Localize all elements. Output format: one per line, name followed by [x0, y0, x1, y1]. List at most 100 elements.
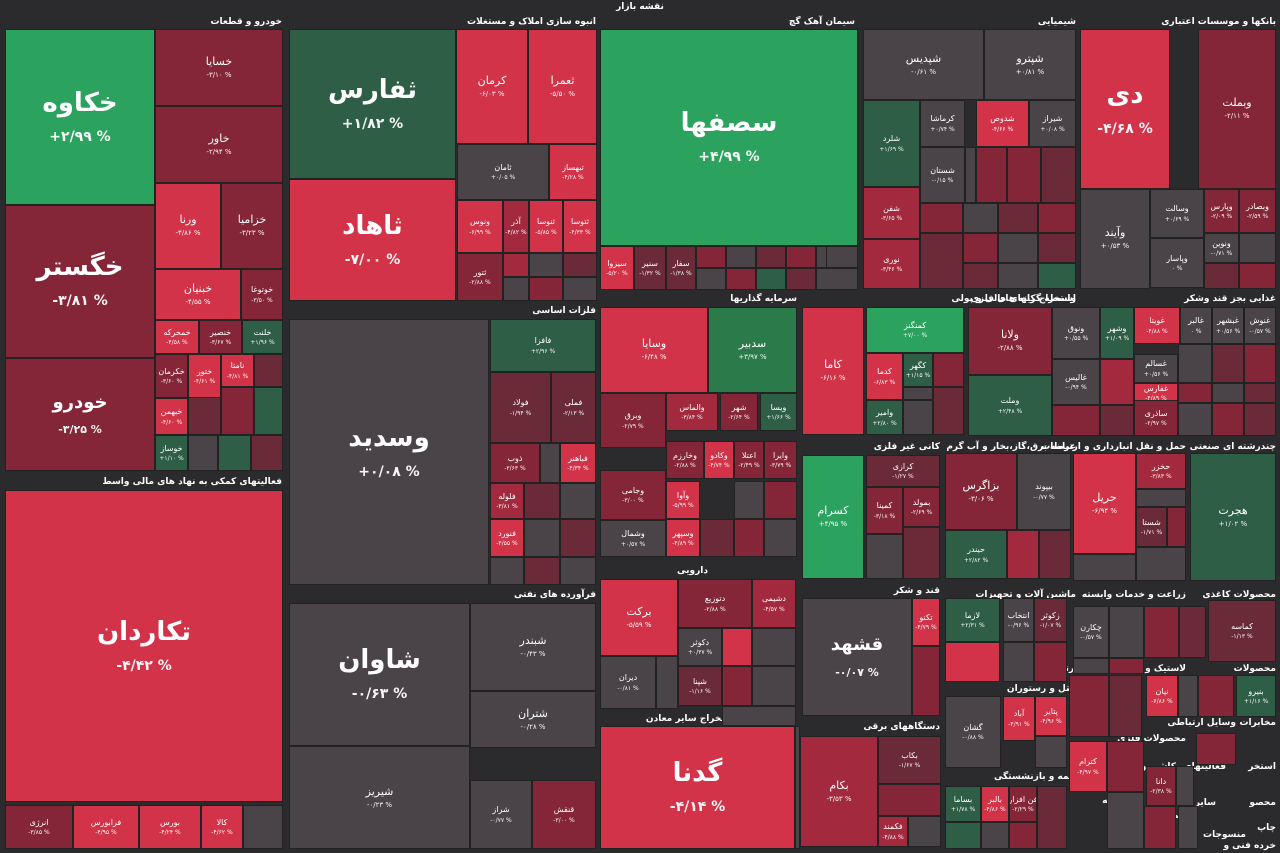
market-tile-blank[interactable]: [963, 203, 998, 233]
market-tile-blank[interactable]: [1196, 733, 1236, 765]
market-tile[interactable]: سیزوا -۵/۲۰ %: [600, 246, 634, 290]
market-tile[interactable]: وبرق -۲/۷۹ %: [600, 393, 666, 448]
market-tile-blank[interactable]: [1100, 405, 1134, 436]
market-tile-blank[interactable]: [734, 519, 764, 557]
market-tile[interactable]: خنصیر -۳/۶۷ %: [199, 320, 242, 354]
market-tile[interactable]: تبهساز -۴/۲۸ %: [549, 144, 597, 200]
market-tile[interactable]: ثنوسا -۵/۸۵ %: [529, 200, 563, 253]
market-tile-blank[interactable]: [700, 519, 734, 557]
market-tile[interactable]: بالبر -۴/۸۶ %: [981, 786, 1009, 822]
market-tile[interactable]: ولانا -۲/۸۸ %: [968, 307, 1052, 375]
market-tile[interactable]: کمنگنز +۷/۰۰ %: [866, 307, 964, 353]
market-tile[interactable]: ساذری -۲/۹۷ %: [1134, 400, 1178, 436]
market-tile-blank[interactable]: [218, 435, 251, 471]
market-tile[interactable]: کماسه -۱/۱۳ %: [1208, 600, 1276, 662]
market-tile-blank[interactable]: [1039, 530, 1071, 579]
market-tile[interactable]: برکت -۵/۵۹ %: [600, 579, 678, 656]
market-tile-blank[interactable]: [945, 642, 1000, 682]
market-tile-blank[interactable]: [243, 805, 283, 849]
market-tile[interactable]: وامیر +۲/۸۰ %: [866, 400, 903, 435]
market-tile[interactable]: گشان -۰/۸۸ %: [945, 696, 1001, 768]
market-tile[interactable]: شبندر -۰/۴۳ %: [470, 603, 596, 691]
market-tile-blank[interactable]: [756, 268, 786, 290]
market-tile[interactable]: ونوق +۰/۵۵ %: [1052, 307, 1100, 359]
market-tile-blank[interactable]: [1212, 344, 1244, 383]
market-tile-blank[interactable]: [752, 628, 796, 666]
market-tile-blank[interactable]: [945, 822, 981, 849]
market-tile-blank[interactable]: [878, 784, 941, 816]
market-tile[interactable]: دکوثر +۰/۳۷ %: [678, 628, 722, 666]
market-tile-blank[interactable]: [1007, 147, 1041, 203]
market-tile[interactable]: قنقش -۳/۰۰ %: [532, 780, 596, 849]
market-tile-blank[interactable]: [254, 354, 283, 387]
market-tile-blank[interactable]: [722, 628, 752, 666]
market-tile[interactable]: حریل -۶/۹۴ %: [1073, 453, 1136, 554]
market-tile-blank[interactable]: [866, 534, 903, 579]
market-tile[interactable]: فولاد -۱/۹۴ %: [490, 372, 551, 443]
market-tile-blank[interactable]: [490, 557, 524, 585]
market-tile[interactable]: گدنا -۴/۱۴ %: [600, 726, 795, 849]
market-tile[interactable]: فلوله -۳/۸۱ %: [490, 483, 524, 519]
market-tile-blank[interactable]: [1244, 403, 1276, 436]
market-tile-blank[interactable]: [1204, 263, 1239, 289]
market-tile-blank[interactable]: [1136, 489, 1186, 507]
market-tile[interactable]: وپارس -۲/۰۹ %: [1204, 189, 1239, 233]
market-tile-blank[interactable]: [963, 263, 998, 289]
market-tile-blank[interactable]: [1009, 822, 1037, 849]
market-tile[interactable]: ونوس -۶/۹۹ %: [457, 200, 503, 253]
market-tile[interactable]: اعتلا -۲/۴۹ %: [734, 441, 764, 479]
market-tile[interactable]: قشهد -۰/۰۷ %: [802, 598, 912, 716]
market-tile[interactable]: وسپهر -۴/۸۹ %: [666, 519, 700, 557]
market-tile[interactable]: شستا -۱/۷۱ %: [1136, 507, 1167, 547]
market-tile-blank[interactable]: [998, 203, 1038, 233]
market-tile[interactable]: سنیر -۱/۳۲ %: [634, 246, 666, 290]
market-tile[interactable]: بساما +۱/۷۸ %: [945, 786, 981, 822]
market-tile-blank[interactable]: [756, 246, 786, 268]
market-tile-blank[interactable]: [1178, 403, 1212, 436]
market-tile-blank[interactable]: [1107, 792, 1144, 849]
market-tile[interactable]: دانا -۲/۳۸ %: [1146, 766, 1176, 806]
market-tile[interactable]: شپترو +۰/۸۱ %: [984, 29, 1076, 100]
market-tile[interactable]: وبصادر -۲/۵۹ %: [1239, 189, 1276, 233]
market-tile-blank[interactable]: [524, 557, 560, 585]
market-tile[interactable]: شیراز +۰/۰۸ %: [1029, 100, 1076, 147]
market-tile-blank[interactable]: [920, 233, 963, 289]
market-tile[interactable]: خلنت +۱/۹۶ %: [242, 320, 283, 354]
market-tile[interactable]: وآوا -۵/۹۹ %: [666, 481, 700, 519]
market-tile-blank[interactable]: [816, 268, 858, 290]
market-tile-blank[interactable]: [1069, 675, 1109, 737]
market-tile[interactable]: خوساز +۱/۱۰ %: [155, 435, 188, 471]
market-tile[interactable]: کمینا -۳/۱۸ %: [866, 487, 903, 534]
market-tile[interactable]: فنورد -۴/۵۵ %: [490, 519, 524, 557]
market-tile-blank[interactable]: [503, 253, 529, 277]
market-tile-blank[interactable]: [998, 233, 1038, 263]
market-tile-blank[interactable]: [998, 263, 1038, 289]
market-tile[interactable]: کسرام +۴/۹۵ %: [802, 455, 864, 579]
market-tile[interactable]: کالا -۴/۶۲ %: [201, 805, 243, 849]
market-tile-blank[interactable]: [1244, 344, 1276, 383]
market-tile-blank[interactable]: [1073, 554, 1136, 581]
market-tile[interactable]: ثفارس +۱/۸۲ %: [289, 29, 456, 179]
market-tile[interactable]: فرابورس -۴/۹۵ %: [73, 805, 139, 849]
market-tile[interactable]: شفن -۳/۶۵ %: [863, 187, 920, 239]
market-tile-blank[interactable]: [1034, 642, 1067, 682]
market-tile[interactable]: غالبر ۰ %: [1180, 307, 1212, 344]
market-tile-blank[interactable]: [529, 253, 563, 277]
market-tile-blank[interactable]: [656, 656, 678, 709]
market-tile[interactable]: ثاهاد -۷/۰۰ %: [289, 179, 456, 301]
market-tile[interactable]: شلرد +۱/۶۹ %: [863, 100, 920, 187]
market-tile-blank[interactable]: [981, 822, 1009, 849]
market-tile-blank[interactable]: [1052, 405, 1100, 436]
market-tile-blank[interactable]: [524, 519, 560, 557]
market-tile[interactable]: شپنا -۱/۱۶ %: [678, 666, 722, 706]
market-tile-blank[interactable]: [1100, 359, 1134, 405]
market-tile[interactable]: بکام -۳/۵۳ %: [800, 736, 878, 847]
market-tile-blank[interactable]: [786, 268, 816, 290]
market-tile[interactable]: کگهر +۱/۱۵ %: [903, 353, 933, 387]
market-tile[interactable]: غبشهر +۰/۵۶ %: [1212, 307, 1244, 344]
market-tile-blank[interactable]: [529, 277, 563, 301]
market-tile[interactable]: وشهر +۱/۰۹ %: [1100, 307, 1134, 359]
market-tile[interactable]: وسالت +۰/۶۹ %: [1150, 189, 1204, 238]
market-tile-blank[interactable]: [188, 435, 218, 471]
market-tile[interactable]: نیان -۶/۸۶ %: [1146, 675, 1178, 717]
